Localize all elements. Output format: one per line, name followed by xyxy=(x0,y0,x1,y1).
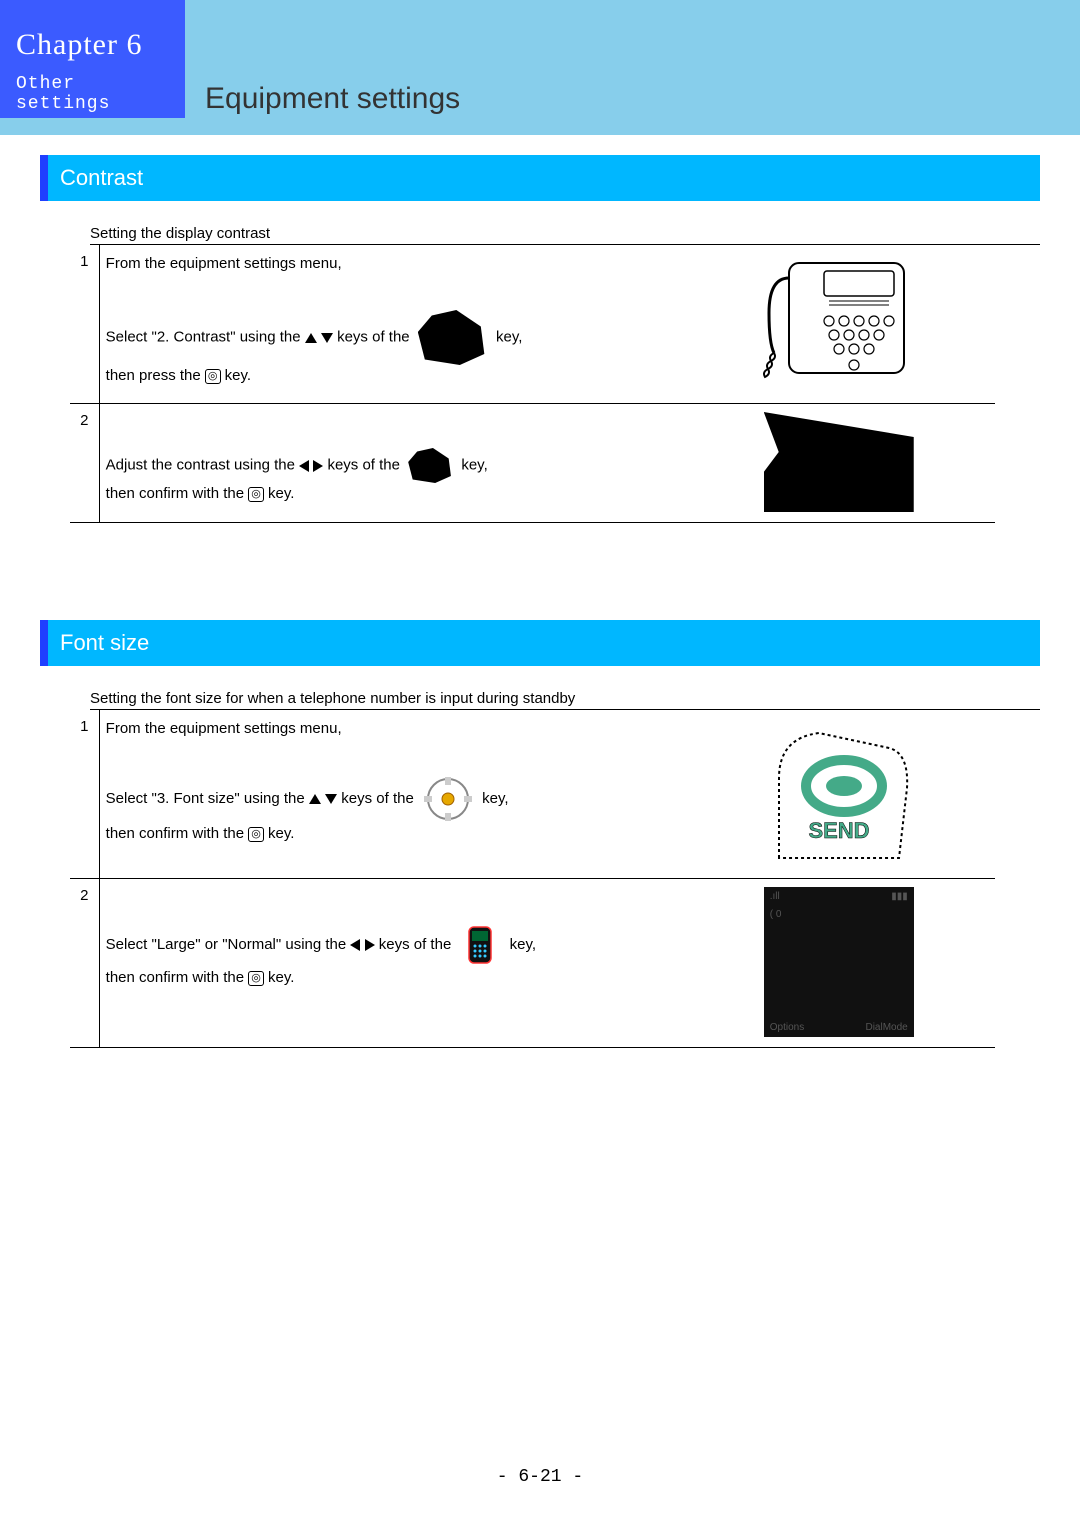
step-text: From the equipment settings menu, Select… xyxy=(99,245,682,404)
phone-screen-preview: .ıll ▮▮▮ ( 0 Options DialMode xyxy=(764,887,914,1037)
step-line: Select "2. Contrast" using the xyxy=(106,328,305,345)
chapter-subtitle: Other settings xyxy=(16,74,173,114)
step-image: .ıll ▮▮▮ ( 0 Options DialMode xyxy=(682,879,995,1048)
step-text: Adjust the contrast using the keys of th… xyxy=(99,404,682,523)
down-arrow-icon xyxy=(321,333,333,343)
joystick-icon xyxy=(418,775,478,823)
step-line: From the equipment settings menu, xyxy=(106,255,342,272)
step-image: SEND xyxy=(682,710,995,879)
step-number: 2 xyxy=(70,404,99,523)
screen-mid-label: ( 0 xyxy=(770,909,782,920)
chapter-box: Chapter 6 Other settings xyxy=(0,0,185,118)
table-row: 2 Adjust the contrast using the keys of … xyxy=(70,404,995,523)
section-bar-contrast: Contrast xyxy=(40,155,1040,201)
step-line: key. xyxy=(268,485,294,502)
table-row: 1 From the equipment settings menu, Sele… xyxy=(70,710,995,879)
fontsize-steps-table: 1 From the equipment settings menu, Sele… xyxy=(70,710,995,1048)
battery-icon: ▮▮▮ xyxy=(891,891,908,902)
softkey-right: DialMode xyxy=(865,1022,907,1033)
softkey-left: Options xyxy=(770,1022,804,1033)
step-line: then confirm with the xyxy=(106,825,249,842)
right-arrow-icon xyxy=(365,939,375,951)
enter-key-icon: ◎ xyxy=(248,487,264,502)
contrast-caption: Setting the display contrast xyxy=(90,225,1040,245)
step-line: key. xyxy=(268,825,294,842)
enter-key-icon: ◎ xyxy=(205,369,221,384)
step-text: From the equipment settings menu, Select… xyxy=(99,710,682,879)
step-line: key, xyxy=(496,328,522,345)
svg-text:SEND: SEND xyxy=(808,818,869,843)
step-number: 1 xyxy=(70,710,99,879)
step-image xyxy=(682,245,995,404)
left-arrow-icon xyxy=(350,939,360,951)
section-bar-fontsize: Font size xyxy=(40,620,1040,666)
telephone-icon xyxy=(754,253,924,393)
step-line: keys of the xyxy=(341,790,418,807)
send-phone-icon: SEND xyxy=(759,718,919,868)
step-line: key. xyxy=(225,367,251,384)
step-image xyxy=(682,404,995,523)
down-arrow-icon xyxy=(325,794,337,804)
step-line: key, xyxy=(461,456,487,473)
step-line: Select "Large" or "Normal" using the xyxy=(106,936,351,953)
step-text: Select "Large" or "Normal" using the key… xyxy=(99,879,682,1048)
signal-icon: .ıll xyxy=(770,891,780,902)
step-line: Select "3. Font size" using the xyxy=(106,790,309,807)
section-title: Font size xyxy=(60,630,149,656)
step-number: 1 xyxy=(70,245,99,404)
step-line: Adjust the contrast using the xyxy=(106,456,299,473)
step-line: keys of the xyxy=(337,328,414,345)
step-number: 2 xyxy=(70,879,99,1048)
cellphone-icon xyxy=(455,923,505,967)
screen-preview-icon xyxy=(764,412,914,512)
enter-key-icon: ◎ xyxy=(248,827,264,842)
step-line: then confirm with the xyxy=(106,485,249,502)
section-title: Contrast xyxy=(60,165,143,191)
step-line: From the equipment settings menu, xyxy=(106,720,342,737)
up-arrow-icon xyxy=(305,333,317,343)
step-line: keys of the xyxy=(327,456,404,473)
step-line: key. xyxy=(268,969,294,986)
page-footer: - 6-21 - xyxy=(0,1467,1080,1487)
page-title: Equipment settings xyxy=(205,82,460,116)
section-contrast: Contrast Setting the display contrast 1 … xyxy=(0,155,1080,523)
nav-key-icon xyxy=(408,448,453,483)
chapter-label: Chapter 6 xyxy=(16,28,173,62)
section-fontsize: Font size Setting the font size for when… xyxy=(0,620,1080,1048)
contrast-steps-table: 1 From the equipment settings menu, Sele… xyxy=(70,245,995,523)
table-row: 1 From the equipment settings menu, Sele… xyxy=(70,245,995,404)
step-line: keys of the xyxy=(379,936,456,953)
nav-key-icon xyxy=(418,310,488,365)
step-line: key, xyxy=(482,790,508,807)
step-line: key, xyxy=(510,936,536,953)
fontsize-caption: Setting the font size for when a telepho… xyxy=(90,690,1040,710)
left-arrow-icon xyxy=(299,460,309,472)
table-row: 2 Select "Large" or "Normal" using the k… xyxy=(70,879,995,1048)
up-arrow-icon xyxy=(309,794,321,804)
step-line: then confirm with the xyxy=(106,969,249,986)
right-arrow-icon xyxy=(313,460,323,472)
enter-key-icon: ◎ xyxy=(248,971,264,986)
step-line: then press the xyxy=(106,367,205,384)
